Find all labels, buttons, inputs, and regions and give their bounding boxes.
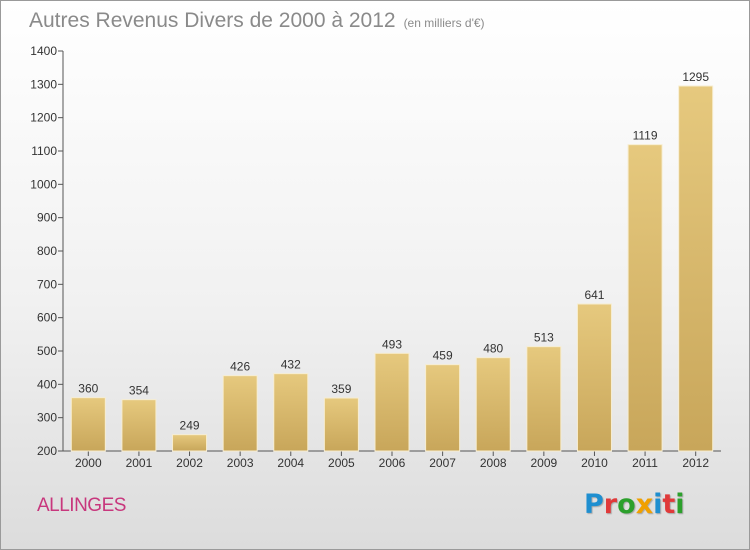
bar-2007 xyxy=(425,364,461,452)
y-axis: 200 300 400 500 600 700 800 900 1000 1100 1200 1300… xyxy=(30,44,64,458)
x-tick-label: 2008 xyxy=(480,456,507,470)
bar-2005 xyxy=(323,397,359,452)
proxiti-logo: Proxiti xyxy=(584,489,685,520)
logo-letter: P xyxy=(584,489,604,520)
y-tick-label: 600 xyxy=(37,311,57,325)
logo-letter: i xyxy=(653,489,663,520)
logo-letter: i xyxy=(675,489,685,520)
x-tick-label: 2006 xyxy=(379,456,406,470)
y-tick-label: 900 xyxy=(37,211,57,225)
data-label-2005: 359 xyxy=(331,382,351,396)
x-tick-label: 2002 xyxy=(176,456,203,470)
chart-title-unit: (en milliers d'€) xyxy=(403,16,485,30)
logo-letter: t xyxy=(662,489,676,520)
bar-2003 xyxy=(222,375,258,452)
bar-2001 xyxy=(121,399,157,452)
x-tick-label: 2005 xyxy=(328,456,355,470)
x-axis: 2000 2001 2002 2003 2004 2005 2006 2007 2008 2009… xyxy=(63,450,721,470)
x-tick-label: 2001 xyxy=(126,456,153,470)
y-tick-label: 1100 xyxy=(31,144,57,158)
data-label-2008: 480 xyxy=(483,342,503,356)
y-tick-label: 200 xyxy=(37,444,57,458)
bar-2012 xyxy=(678,85,714,452)
bar-2008 xyxy=(475,357,511,452)
y-tick-label: 700 xyxy=(37,277,57,291)
data-label-2004: 432 xyxy=(281,358,301,372)
data-label-2009: 513 xyxy=(534,331,554,345)
data-label-2010: 641 xyxy=(584,288,604,302)
data-label-2006: 493 xyxy=(382,337,402,351)
data-label-2001: 354 xyxy=(129,384,149,398)
bar-2011 xyxy=(627,144,663,452)
logo-letter: o xyxy=(617,489,636,520)
logo-letter: r xyxy=(603,489,618,520)
y-tick-label: 1300 xyxy=(30,77,57,91)
bar-2009 xyxy=(526,346,562,452)
bar-2010 xyxy=(576,303,612,452)
logo-letter: x xyxy=(635,489,654,520)
x-tick-label: 2009 xyxy=(530,456,557,470)
commune-name: ALLINGES xyxy=(37,495,126,516)
bar-2004 xyxy=(273,373,309,452)
bar-2006 xyxy=(374,352,410,452)
data-label-2011: 1119 xyxy=(633,129,658,143)
y-tick-label: 300 xyxy=(37,411,57,425)
y-tick-label: 1200 xyxy=(30,111,57,125)
y-tick-label: 1000 xyxy=(30,177,57,191)
bar-2002 xyxy=(172,434,208,452)
y-tick-label: 500 xyxy=(37,344,57,358)
data-label-2002: 249 xyxy=(180,419,200,433)
y-tick-label: 1400 xyxy=(30,44,57,58)
chart-title-main: Autres Revenus Divers de 2000 à 2012 xyxy=(29,9,396,32)
x-tick-label: 2011 xyxy=(632,456,658,470)
data-label-2003: 426 xyxy=(230,360,250,374)
x-tick-label: 2000 xyxy=(75,456,102,470)
data-label-2007: 459 xyxy=(433,349,453,363)
x-tick-label: 2003 xyxy=(227,456,254,470)
x-tick-label: 2007 xyxy=(429,456,456,470)
bars: 360 354 249 426 432 359 493 459 480 513 641 1119 129… xyxy=(70,70,714,452)
bar-2000 xyxy=(70,397,106,452)
y-tick-label: 400 xyxy=(37,377,57,391)
data-label-2000: 360 xyxy=(78,382,98,396)
y-tick-label: 800 xyxy=(37,244,57,258)
x-tick-label: 2004 xyxy=(277,456,304,470)
data-label-2012: 1295 xyxy=(682,70,709,84)
x-tick-label: 2010 xyxy=(581,456,608,470)
chart-title: Autres Revenus Divers de 2000 à 2012 (en … xyxy=(29,9,485,33)
x-tick-label: 2012 xyxy=(682,456,709,470)
